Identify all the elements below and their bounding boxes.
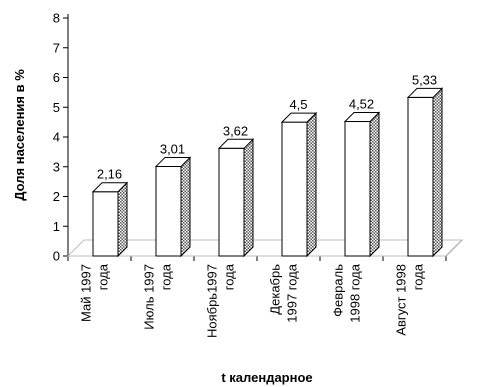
- bar: [155, 165, 182, 257]
- y-tick-label: 2: [53, 189, 60, 204]
- x-tick-label: года: [96, 263, 111, 290]
- data-label: 3,62: [223, 123, 248, 138]
- bar-top: [91, 182, 129, 193]
- bar-side: [306, 111, 317, 258]
- x-tick-label: Ноябрь1997: [205, 264, 220, 338]
- bar: [281, 121, 308, 257]
- bar-side: [243, 138, 254, 258]
- bar-top: [154, 156, 192, 167]
- bar-top: [217, 138, 255, 149]
- bar-top: [280, 112, 318, 123]
- x-tick-label: года: [222, 263, 237, 290]
- y-tick-label: 4: [53, 130, 60, 145]
- x-tick-label: года: [411, 263, 426, 290]
- y-tick-label: 1: [53, 219, 60, 234]
- bar-top: [343, 112, 381, 123]
- data-label: 4,5: [289, 97, 307, 112]
- x-tick-label: Февраль: [331, 264, 346, 317]
- x-tick-label: Май 1997: [79, 264, 94, 322]
- x-axis-title: t календарное: [221, 370, 312, 385]
- y-tick-label: 5: [53, 100, 60, 115]
- bar-side: [117, 181, 128, 258]
- data-label: 2,16: [97, 167, 122, 182]
- bar-side: [180, 156, 191, 258]
- y-axis-title: Доля населения в %: [12, 69, 27, 201]
- y-tick-label: 3: [53, 159, 60, 174]
- bar-side: [369, 111, 380, 258]
- x-tick-label: Август 1998: [394, 264, 409, 336]
- y-tick-label: 0: [53, 249, 60, 264]
- y-tick-label: 8: [53, 11, 60, 26]
- floor-plane: [66, 239, 464, 257]
- x-tick-label: 1997 года: [285, 263, 300, 323]
- bar: [218, 147, 245, 257]
- bar-side: [432, 87, 443, 258]
- bars: [91, 87, 444, 258]
- bar-top: [406, 87, 444, 98]
- x-tick-label: Декабрь: [268, 264, 283, 315]
- data-label: 4,52: [349, 97, 374, 112]
- chart-floor: [66, 239, 464, 257]
- x-tick-label: Июль 1997: [142, 264, 157, 330]
- data-label: 5,33: [412, 72, 437, 87]
- bar: [407, 96, 434, 257]
- bar: [92, 191, 119, 257]
- y-tick-label: 6: [53, 70, 60, 85]
- data-label: 3,01: [160, 141, 185, 156]
- bar: [344, 121, 371, 257]
- y-tick-label: 7: [53, 40, 60, 55]
- x-tick-label: 1998 года: [348, 263, 363, 323]
- x-tick-label: года: [159, 263, 174, 290]
